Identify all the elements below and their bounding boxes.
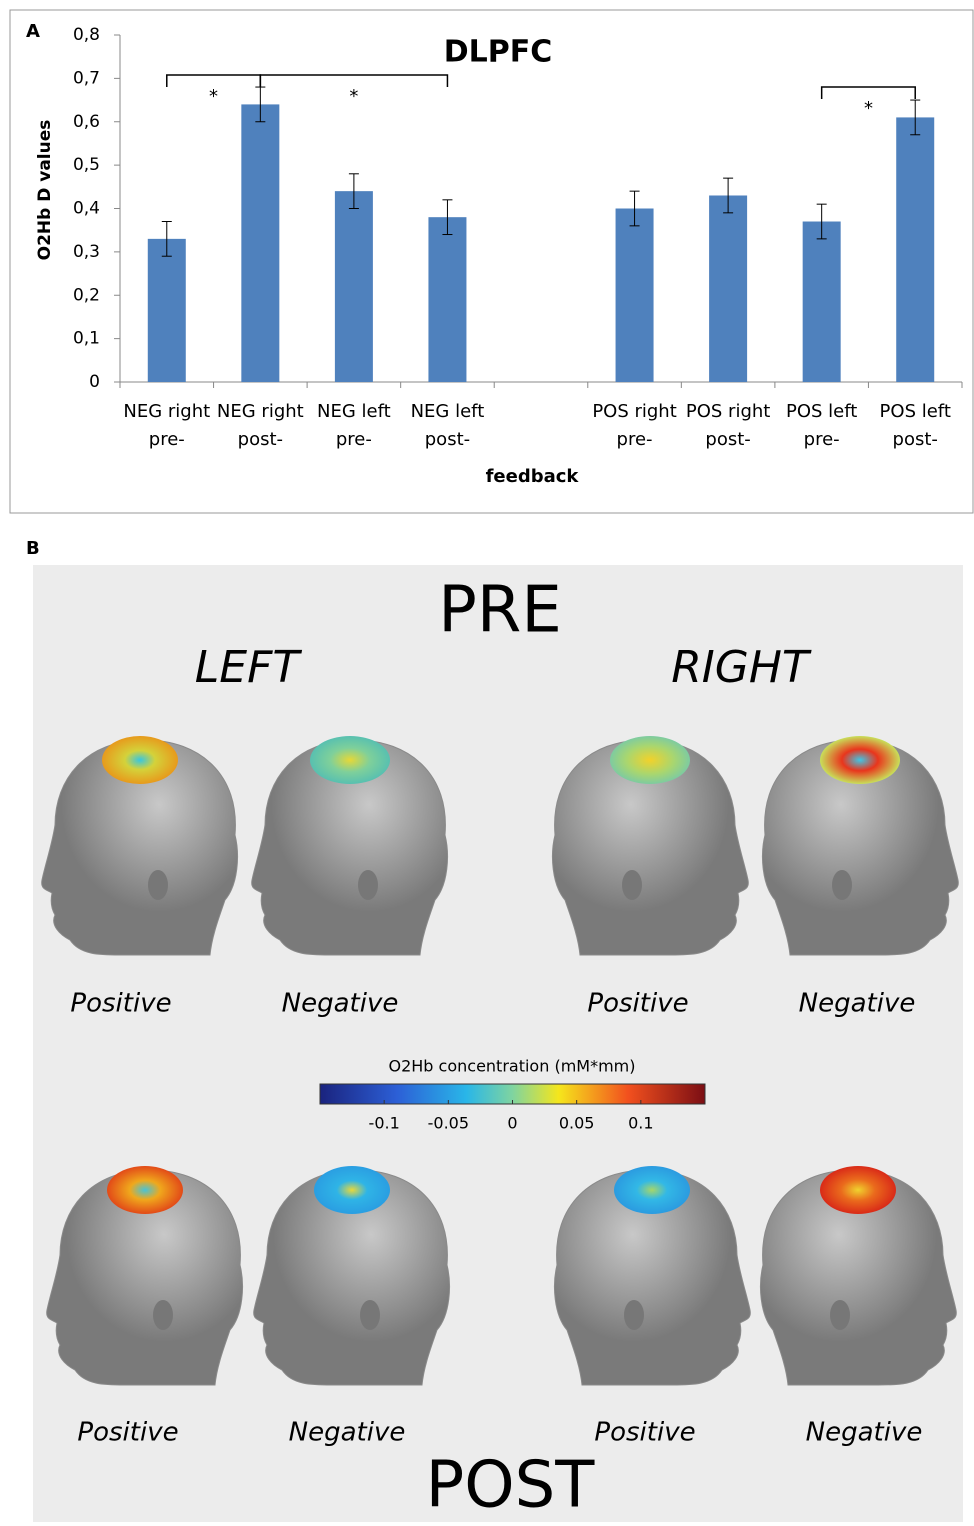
condition-label: Positive [594, 1418, 695, 1448]
significance-star: * [864, 98, 873, 119]
ear [358, 870, 378, 900]
y-tick-label: 0 [89, 372, 100, 392]
side-title: RIGHT [671, 642, 812, 693]
x-tick-label: NEG left [411, 401, 485, 422]
x-tick-label: pre- [617, 429, 653, 450]
bar [803, 222, 841, 382]
y-tick-label: 0,5 [73, 155, 100, 175]
ear [830, 1300, 850, 1330]
x-tick-label: POS right [592, 401, 676, 422]
y-tick-label: 0,7 [73, 68, 100, 88]
panel-label: B [26, 538, 40, 559]
colorbar-tick-label: 0.1 [628, 1114, 653, 1133]
x-tick-label: post- [705, 429, 750, 450]
x-tick-label: post- [238, 429, 283, 450]
x-tick-label: POS left [786, 401, 857, 422]
y-tick-label: 0,4 [73, 199, 100, 219]
condition-label: Positive [587, 989, 688, 1019]
condition-label: Negative [799, 989, 916, 1019]
ear [148, 870, 168, 900]
x-tick-label: NEG right [217, 401, 304, 422]
bar [335, 191, 373, 382]
x-tick-label: NEG left [317, 401, 391, 422]
activation-map [610, 736, 690, 784]
condition-label: Negative [289, 1418, 406, 1448]
y-tick-label: 0,8 [73, 25, 100, 45]
side-title: LEFT [195, 642, 303, 693]
condition-label: Positive [77, 1418, 178, 1448]
colorbar-title: O2Hb concentration (mM*mm) [389, 1057, 636, 1076]
section-title: PRE [438, 574, 562, 648]
bar [241, 104, 279, 382]
activation-map [102, 736, 178, 784]
ear [153, 1300, 173, 1330]
x-tick-label: NEG right [123, 401, 210, 422]
bar [896, 117, 934, 382]
activation-map [314, 1166, 390, 1214]
y-tick-label: 0,3 [73, 242, 100, 262]
condition-label: Negative [806, 1418, 923, 1448]
ear [624, 1300, 644, 1330]
x-tick-label: POS left [880, 401, 951, 422]
x-tick-label: POS right [686, 401, 770, 422]
figure: A DLPFC O2Hb D values feedback 0 0,1 0,2 0,3 0,4… [0, 0, 974, 1522]
chart-title: DLPFC [444, 35, 553, 70]
panel-label: A [26, 21, 40, 42]
x-tick-label: pre- [804, 429, 840, 450]
ear [832, 870, 852, 900]
ear [360, 1300, 380, 1330]
bar [616, 209, 654, 383]
bar [148, 239, 186, 382]
x-tick-label: post- [425, 429, 470, 450]
bar [428, 217, 466, 382]
x-axis-title: feedback [486, 466, 580, 487]
bar [709, 195, 747, 382]
colorbar-tick-label: -0.05 [428, 1114, 469, 1133]
significance-star: * [209, 86, 218, 107]
significance-star: * [349, 86, 358, 107]
ear [622, 870, 642, 900]
y-tick-label: 0,1 [73, 329, 100, 349]
y-tick-label: 0,6 [73, 112, 100, 132]
x-tick-label: pre- [149, 429, 185, 450]
activation-map [820, 736, 900, 784]
activation-map [107, 1166, 183, 1214]
activation-map [614, 1166, 690, 1214]
condition-label: Negative [282, 989, 399, 1019]
colorbar-tick-label: -0.1 [369, 1114, 400, 1133]
y-axis-title: O2Hb D values [35, 120, 55, 261]
activation-map [820, 1166, 896, 1214]
x-tick-label: post- [893, 429, 938, 450]
page: A DLPFC O2Hb D values feedback 0 0,1 0,2 0,3 0,4… [0, 0, 974, 1526]
activation-map [310, 736, 390, 784]
condition-label: Positive [70, 989, 171, 1019]
section-title: POST [426, 1449, 596, 1522]
y-tick-label: 0,2 [73, 285, 100, 305]
colorbar-tick-label: 0.05 [559, 1114, 595, 1133]
x-tick-label: pre- [336, 429, 372, 450]
colorbar-tick-label: 0 [507, 1114, 517, 1133]
